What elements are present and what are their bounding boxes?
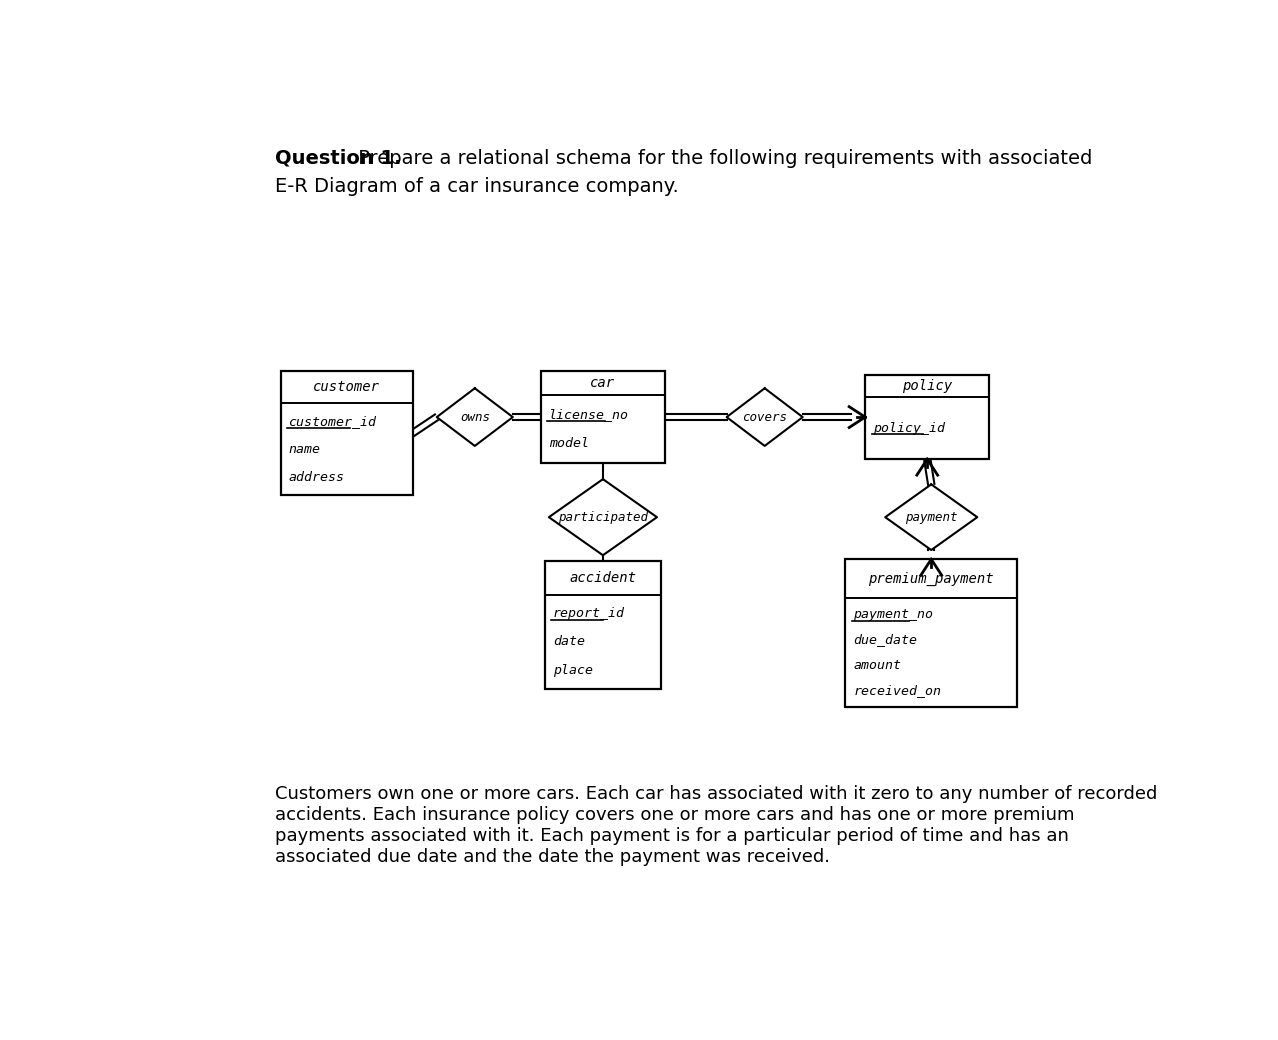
Text: accident: accident (570, 571, 636, 584)
Polygon shape (437, 388, 512, 446)
Text: customer_id: customer_id (289, 415, 377, 427)
Text: Customers own one or more cars. Each car has associated with it zero to any numb: Customers own one or more cars. Each car… (275, 785, 1157, 866)
Text: covers: covers (743, 411, 787, 423)
FancyBboxPatch shape (865, 375, 989, 459)
Text: due_date: due_date (854, 633, 918, 646)
Text: payment: payment (905, 511, 957, 524)
Text: E-R Diagram of a car insurance company.: E-R Diagram of a car insurance company. (275, 177, 679, 196)
Text: car: car (590, 376, 616, 390)
Text: policy_id: policy_id (873, 421, 946, 435)
Polygon shape (727, 388, 803, 446)
Text: place: place (553, 665, 593, 677)
Text: customer: customer (313, 381, 380, 394)
FancyBboxPatch shape (541, 371, 665, 463)
FancyBboxPatch shape (845, 560, 1017, 707)
Text: policy: policy (902, 379, 952, 393)
Text: amount: amount (854, 658, 901, 672)
FancyBboxPatch shape (544, 562, 661, 690)
Text: received_on: received_on (854, 684, 941, 697)
Text: address: address (289, 470, 345, 484)
Text: payment_no: payment_no (854, 607, 933, 621)
Text: report_id: report_id (553, 606, 625, 620)
Text: name: name (289, 443, 321, 456)
Text: date: date (553, 635, 585, 649)
Text: premium_payment: premium_payment (869, 571, 994, 586)
FancyBboxPatch shape (281, 371, 413, 495)
Text: participated: participated (558, 511, 648, 524)
Text: license_no: license_no (548, 408, 629, 421)
Polygon shape (886, 485, 978, 550)
Text: owns: owns (460, 411, 489, 423)
Text: model: model (548, 438, 589, 450)
Text: Prepare a relational schema for the following requirements with associated: Prepare a relational schema for the foll… (353, 149, 1093, 167)
Polygon shape (548, 479, 657, 555)
Text: Question 1.: Question 1. (275, 149, 401, 167)
